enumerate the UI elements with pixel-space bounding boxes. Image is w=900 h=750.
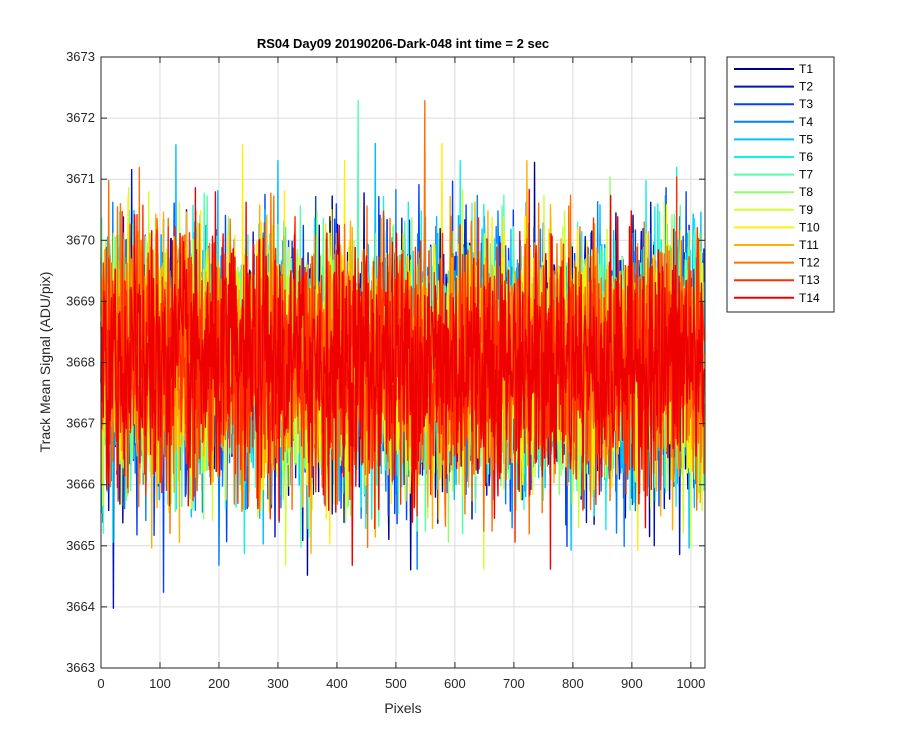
x-tick-label: 300 bbox=[267, 676, 289, 691]
x-tick-label: 100 bbox=[149, 676, 171, 691]
legend-label-t8: T8 bbox=[799, 185, 813, 199]
y-tick-label: 3670 bbox=[66, 232, 95, 247]
y-tick-label: 3669 bbox=[66, 293, 95, 308]
x-tick-label: 400 bbox=[326, 676, 348, 691]
x-tick-label: 500 bbox=[385, 676, 407, 691]
y-tick-label: 3663 bbox=[66, 660, 95, 675]
legend-label-t7: T7 bbox=[799, 168, 813, 182]
legend-label-t3: T3 bbox=[799, 97, 813, 111]
y-tick-label: 3668 bbox=[66, 355, 95, 370]
series-line-t14 bbox=[100, 187, 706, 570]
x-tick-label: 700 bbox=[503, 676, 525, 691]
legend-label-t12: T12 bbox=[799, 256, 820, 270]
legend-label-t4: T4 bbox=[799, 115, 813, 129]
legend-label-t11: T11 bbox=[799, 238, 819, 252]
legend-label-t13: T13 bbox=[799, 273, 820, 287]
x-tick-label: 1000 bbox=[676, 676, 705, 691]
legend-label-t1: T1 bbox=[799, 62, 813, 76]
x-tick-label: 900 bbox=[621, 676, 643, 691]
legend-box bbox=[726, 56, 835, 313]
x-tick-label: 0 bbox=[97, 676, 104, 691]
x-axis-label: Pixels bbox=[384, 700, 421, 716]
chart-title: RS04 Day09 20190206-Dark-048 int time = … bbox=[257, 36, 549, 51]
legend-label-t6: T6 bbox=[799, 150, 813, 164]
legend-label-t5: T5 bbox=[799, 132, 813, 146]
y-axis-label: Track Mean Signal (ADU/pix) bbox=[37, 272, 53, 453]
series-lines bbox=[100, 100, 706, 609]
y-tick-label: 3665 bbox=[66, 538, 95, 553]
y-tick-label: 3671 bbox=[66, 171, 95, 186]
x-tick-label: 800 bbox=[562, 676, 584, 691]
y-tick-label: 3672 bbox=[66, 110, 95, 125]
axis-ticks: 0 100 200 300 400 500 600 700 800 900 1000 3663 3664… bbox=[66, 49, 705, 691]
x-tick-label: 200 bbox=[208, 676, 230, 691]
legend-label-t9: T9 bbox=[799, 203, 813, 217]
y-tick-label: 3673 bbox=[66, 49, 95, 64]
y-tick-label: 3666 bbox=[66, 477, 95, 492]
x-tick-label: 600 bbox=[444, 676, 466, 691]
y-tick-label: 3667 bbox=[66, 416, 95, 431]
legend: T1 T2 T3 T4 T5 T6 T7 T8 T9 T10 T11 T12 T13 T14 bbox=[726, 56, 835, 313]
legend-label-t2: T2 bbox=[799, 80, 813, 94]
legend-label-t10: T10 bbox=[799, 220, 820, 234]
y-tick-label: 3664 bbox=[66, 599, 95, 614]
legend-label-t14: T14 bbox=[799, 291, 820, 305]
